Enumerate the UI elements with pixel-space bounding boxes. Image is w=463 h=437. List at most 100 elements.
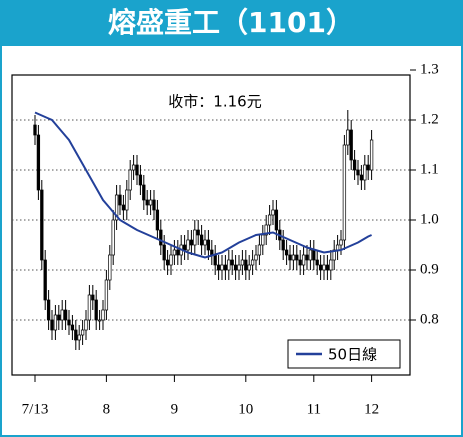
candle-body: [74, 329, 78, 341]
candle-body: [267, 214, 272, 226]
candle-body: [77, 334, 81, 341]
candle-body: [298, 259, 302, 266]
candle-body: [325, 264, 330, 271]
candle-body: [162, 244, 166, 261]
candle-body: [301, 254, 306, 266]
candle-body: [318, 264, 323, 271]
candle-body: [342, 144, 347, 241]
candle-body: [111, 219, 115, 256]
candle-body: [91, 294, 95, 301]
y-tick-label: 0.8: [420, 311, 439, 327]
candle-body: [315, 259, 319, 266]
candle-body: [233, 264, 238, 271]
legend-label: 50日線: [328, 346, 377, 364]
candle-body: [312, 249, 316, 261]
candle-body: [250, 259, 255, 266]
candle-body: [284, 249, 289, 256]
candle-body: [230, 259, 234, 266]
candle-body: [131, 164, 136, 171]
title-bar: [0, 0, 463, 46]
candle-body: [308, 249, 313, 261]
candle-body: [80, 329, 85, 336]
candle-body: [165, 259, 170, 266]
candle-body: [148, 199, 153, 206]
candle-body: [142, 184, 146, 201]
candle-body: [257, 244, 262, 256]
candle-body: [57, 314, 61, 321]
candle-body: [206, 239, 211, 251]
candle-body: [363, 164, 367, 181]
candle-body: [264, 224, 268, 236]
candle-body: [33, 124, 37, 136]
candle-body: [356, 169, 360, 176]
candle-body: [145, 199, 149, 206]
candle-body: [135, 164, 139, 176]
y-tick-label: 1.1: [420, 161, 439, 177]
candle-body: [97, 319, 102, 322]
candle-body: [63, 309, 68, 321]
x-tick-label: 7/13: [22, 401, 49, 417]
y-tick-label: 0.9: [420, 261, 439, 277]
candle-body: [335, 244, 340, 251]
candle-body: [339, 239, 343, 246]
x-tick-label: 11: [307, 401, 321, 417]
candle-body: [281, 239, 285, 251]
candle-body: [94, 299, 98, 321]
candle-body: [261, 234, 265, 246]
candle-body: [223, 264, 228, 271]
ma-line: [34, 111, 373, 259]
candle-body: [216, 264, 221, 271]
candle-body: [159, 229, 163, 246]
candle-body: [274, 209, 279, 231]
candle-body: [138, 174, 143, 186]
candle-body: [155, 209, 160, 231]
candle-body: [46, 299, 51, 321]
candle-body: [125, 189, 129, 211]
candle-body: [50, 319, 54, 331]
candle-body: [288, 254, 292, 261]
candle-body: [70, 324, 75, 331]
candle-body: [227, 259, 231, 271]
candle-body: [359, 174, 364, 181]
y-tick-label: 1.3: [420, 61, 439, 77]
candle-body: [193, 229, 197, 246]
candle-body: [254, 254, 258, 261]
candle-body: [101, 309, 105, 321]
candle-body: [84, 319, 88, 331]
x-tick-label: 8: [103, 401, 111, 417]
candle-body: [369, 139, 374, 171]
x-tick-label: 10: [238, 401, 253, 417]
candle-body: [67, 319, 71, 326]
candle-body: [169, 254, 173, 266]
candle-body: [40, 189, 44, 261]
candle-body: [182, 244, 187, 251]
candle-body: [366, 164, 370, 171]
candle-body: [172, 249, 177, 256]
candle-body: [186, 239, 190, 251]
candle-body: [118, 194, 122, 206]
annotation: 收市：1.16元: [168, 93, 261, 111]
y-tick-label: 1.0: [420, 211, 439, 227]
candle-body: [53, 314, 58, 331]
chart-title: 熔盛重工（1101）: [108, 6, 354, 39]
candle-body: [199, 234, 204, 246]
candle-body: [295, 254, 299, 261]
candle-body: [128, 169, 132, 191]
candle-body: [189, 239, 194, 246]
y-tick-label: 1.2: [420, 111, 439, 127]
candle-body: [104, 279, 109, 311]
candle-body: [346, 129, 350, 146]
candle-body: [271, 209, 275, 216]
candle-body: [176, 249, 180, 256]
candle-body: [237, 264, 241, 271]
candle-body: [152, 199, 156, 211]
candle-body: [196, 229, 200, 236]
candle-body: [240, 259, 245, 266]
candle-body: [43, 259, 47, 301]
legend-box: [287, 339, 401, 369]
candle-body: [329, 259, 333, 271]
candle-body: [60, 309, 64, 321]
candle-body: [352, 159, 357, 171]
